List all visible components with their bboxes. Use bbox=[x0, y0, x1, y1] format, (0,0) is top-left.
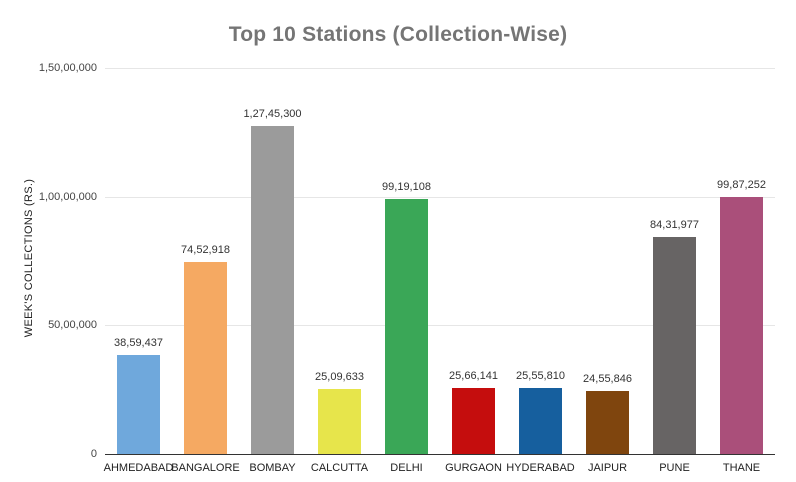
category-label-thane: THANE bbox=[722, 462, 761, 474]
gridline bbox=[105, 325, 775, 326]
gridline bbox=[105, 68, 775, 69]
bar-ahmedabad[interactable] bbox=[117, 355, 160, 454]
bar-bombay[interactable] bbox=[251, 126, 294, 454]
value-label-thane: 99,87,252 bbox=[717, 179, 766, 191]
y-tick-label: 1,50,00,000 bbox=[38, 62, 97, 74]
bar-bangalore[interactable] bbox=[184, 262, 227, 454]
value-label-pune: 84,31,977 bbox=[650, 219, 699, 231]
value-label-gurgaon: 25,66,141 bbox=[449, 370, 498, 382]
x-axis-line bbox=[105, 454, 775, 455]
category-label-ahmedabad: AHMEDABAD bbox=[103, 462, 174, 474]
category-label-bangalore: BANGALORE bbox=[171, 462, 240, 474]
y-tick-label: 50,00,000 bbox=[48, 319, 97, 331]
y-axis-title: WEEK'S COLLECTIONS (RS.) bbox=[23, 178, 35, 338]
category-label-pune: PUNE bbox=[659, 462, 690, 474]
category-label-bombay: BOMBAY bbox=[249, 462, 296, 474]
gridline bbox=[105, 197, 775, 198]
y-tick-label: 0 bbox=[90, 448, 97, 460]
value-label-delhi: 99,19,108 bbox=[382, 181, 431, 193]
category-label-delhi: DELHI bbox=[390, 462, 423, 474]
bar-pune[interactable] bbox=[653, 237, 696, 454]
category-label-calcutta: CALCUTTA bbox=[310, 462, 369, 474]
bar-gurgaon[interactable] bbox=[452, 388, 495, 454]
chart-title: Top 10 Stations (Collection-Wise) bbox=[228, 23, 568, 46]
bar-thane[interactable] bbox=[720, 197, 763, 454]
category-label-hyderabad: HYDERABAD bbox=[506, 462, 575, 474]
value-label-bangalore: 74,52,918 bbox=[181, 244, 230, 256]
value-label-ahmedabad: 38,59,437 bbox=[114, 337, 163, 349]
category-label-jaipur: JAIPUR bbox=[587, 462, 628, 474]
bar-calcutta[interactable] bbox=[318, 389, 361, 454]
bar-jaipur[interactable] bbox=[586, 391, 629, 454]
value-label-jaipur: 24,55,846 bbox=[583, 373, 632, 385]
value-label-bombay: 1,27,45,300 bbox=[243, 108, 302, 120]
y-tick-label: 1,00,00,000 bbox=[38, 191, 97, 203]
bar-delhi[interactable] bbox=[385, 199, 428, 454]
bar-hyderabad[interactable] bbox=[519, 388, 562, 454]
category-label-gurgaon: GURGAON bbox=[445, 462, 502, 474]
value-label-calcutta: 25,09,633 bbox=[315, 371, 364, 383]
value-label-hyderabad: 25,55,810 bbox=[516, 370, 565, 382]
